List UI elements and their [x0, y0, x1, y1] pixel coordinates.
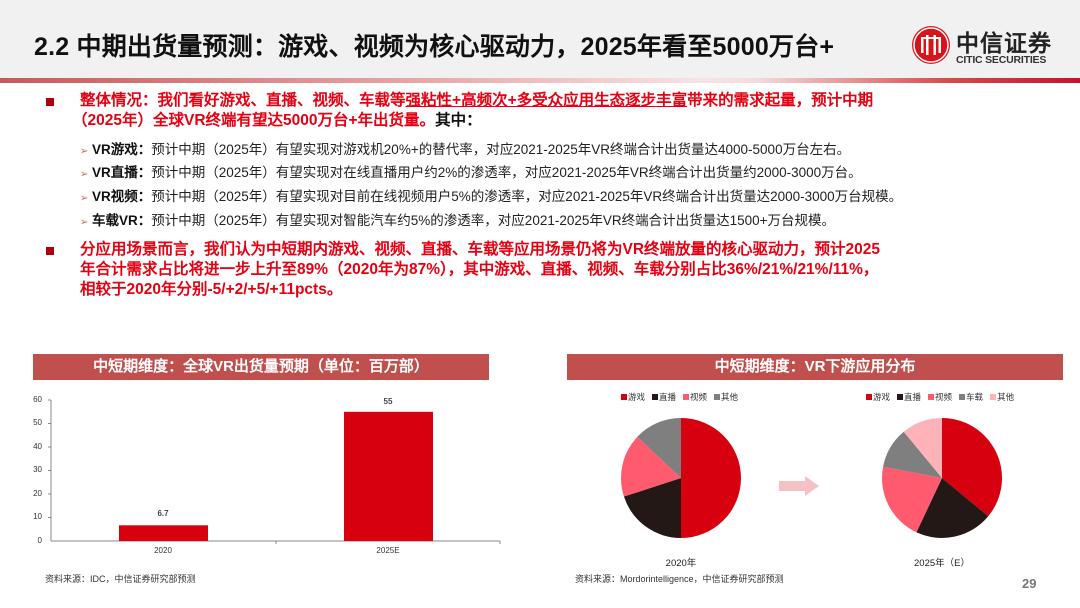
legend-swatch-icon — [683, 394, 690, 400]
citic-logo: 中信证券 CITIC SECURITIES — [912, 24, 1062, 70]
legend-swatch-icon — [866, 394, 872, 400]
legend-swatch-icon — [714, 394, 721, 400]
sub-bullet-label: 车载VR： — [92, 213, 152, 228]
pie-slice-视频 — [621, 436, 681, 497]
citic-logo-icon — [912, 26, 950, 64]
bullet-by-scenario: 分应用场景而言，我们认为中短期内游戏、视频、直播、车载等应用场景仍将为VR终端放… — [80, 240, 1040, 300]
bullet-overall-line1: 整体情况：我们看好游戏、直播、视频、车载等强粘性+高频次+多受众应用生态逐步丰富… — [80, 91, 1040, 111]
bar-chart-title: 中短期维度：全球VR出货量预期（单位：百万部） — [33, 354, 489, 380]
legend-item-video: 视频 — [683, 391, 707, 403]
bullet-text: 带来的需求起量，预计中期 — [687, 92, 874, 109]
pie-slice-直播 — [916, 478, 989, 538]
sub-bullet-text: 预计中期（2025年）有望实现对目前在线视频用户5%的渗透率，对应2021-20… — [151, 189, 903, 204]
pie-slice-视频 — [882, 466, 942, 533]
sub-bullet-vr-game: VR游戏：预计中期（2025年）有望实现对游戏机20%+的替代率，对应2021-… — [92, 141, 850, 159]
y-tick: 40 — [33, 442, 42, 451]
bar-data-label-2020: 6.7 — [157, 509, 169, 518]
pie-slice-车载 — [883, 431, 942, 478]
legend-label: 游戏 — [873, 392, 891, 402]
y-tick: 50 — [33, 418, 42, 427]
sub-bullet-vr-live: VR直播：预计中期（2025年）有望实现对在线直播用户约2%的渗透率，对应202… — [92, 164, 862, 182]
pie-chart-2025 — [882, 418, 1002, 538]
legend-swatch-icon — [990, 394, 997, 400]
legend-item-car: 车载 — [959, 391, 983, 403]
bullet-text: （2025年）全球VR终端有望达5000万台+年出货量。 — [72, 112, 436, 129]
bullet-overall-line2: （2025年）全球VR终端有望达5000万台+年出货量。其中： — [72, 111, 1040, 131]
bullet-text: 整体情况：我们看好游戏、直播、视频、车载等 — [80, 92, 406, 109]
sub-bullet-text: 预计中期（2025年）有望实现对在线直播用户约2%的渗透率，对应2021-202… — [151, 165, 862, 180]
y-tick: 30 — [33, 465, 42, 474]
bullet-scenario-line2: 年合计需求占比将进一步上升至89%（2020年为87%），其中游戏、直播、视频、… — [80, 261, 879, 278]
y-tick: 60 — [33, 395, 42, 404]
legend-item-live: 直播 — [652, 391, 676, 403]
legend-swatch-icon — [897, 394, 904, 400]
pie-slice-其他 — [903, 418, 942, 478]
sub-bullet-car-vr: 车载VR：预计中期（2025年）有望实现对智能汽车约5%的渗透率，对应2021-… — [92, 212, 835, 230]
transition-arrow-icon — [779, 476, 821, 501]
legend-label: 其他 — [997, 392, 1015, 402]
bullet-scenario-line3: 相较于2020年分别-5/+2/+5/+11pcts。 — [80, 281, 343, 298]
pie-slice-直播 — [623, 478, 681, 538]
y-tick: 0 — [37, 536, 42, 545]
bar-2020 — [119, 525, 208, 541]
legend-item-other: 其他 — [990, 391, 1014, 403]
sub-bullet-label: VR游戏： — [92, 142, 152, 157]
pie-2025-legend: 游戏 直播 视频 车载 其他 — [866, 391, 1014, 403]
x-tick-2020: 2020 — [154, 546, 172, 555]
bullet-scenario-line1: 分应用场景而言，我们认为中短期内游戏、视频、直播、车载等应用场景仍将为VR终端放… — [80, 241, 881, 258]
x-tick-2025e: 2025E — [376, 546, 400, 555]
arrow-bullet-icon: ➢ — [80, 146, 89, 157]
page-number: 29 — [1022, 576, 1037, 591]
legend-label: 直播 — [659, 392, 677, 402]
logo-text-en: CITIC SECURITIES — [956, 54, 1047, 66]
sub-bullet-text: 预计中期（2025年）有望实现对游戏机20%+的替代率，对应2021-2025年… — [151, 142, 851, 157]
legend-label: 视频 — [935, 392, 953, 402]
legend-swatch-icon — [928, 394, 935, 400]
legend-label: 直播 — [904, 392, 922, 402]
sub-bullet-label: VR直播： — [92, 165, 152, 180]
legend-label: 车载 — [966, 392, 984, 402]
legend-item-video: 视频 — [928, 391, 952, 403]
pie-chart-source: 资料来源：Mordorintelligence，中信证券研究部预测 — [575, 574, 784, 584]
legend-item-live: 直播 — [897, 391, 921, 403]
sub-bullet-text: 预计中期（2025年）有望实现对智能汽车约5%的渗透率，对应2021-2025年… — [151, 213, 836, 228]
legend-swatch-icon — [621, 394, 627, 400]
y-tick: 10 — [33, 512, 42, 521]
sub-bullet-vr-video: VR视频：预计中期（2025年）有望实现对目前在线视频用户5%的渗透率，对应20… — [92, 188, 902, 206]
arrow-bullet-icon: ➢ — [80, 169, 89, 180]
slide-title: 2.2 中期出货量预测：游戏、视频为核心驱动力，2025年看至5000万台+ — [34, 33, 835, 61]
logo-text-cn: 中信证券 — [956, 30, 1052, 57]
bar-chart-source: 资料来源：IDC，中信证券研究部预测 — [45, 574, 196, 584]
bar-2025e — [344, 411, 433, 541]
legend-item-game: 游戏 — [621, 391, 645, 403]
legend-item-other: 其他 — [714, 391, 738, 403]
pie-2020-legend: 游戏 直播 视频 其他 — [621, 391, 738, 403]
arrow-bullet-icon: ➢ — [80, 217, 89, 228]
legend-label: 视频 — [690, 392, 708, 402]
pie-slice-游戏 — [942, 418, 1002, 517]
pie-2020-caption: 2020年 — [665, 558, 697, 569]
header-divider — [0, 78, 1080, 83]
pie-2025-caption: 2025年（E） — [914, 558, 970, 569]
pie-slice-其他 — [637, 418, 681, 478]
legend-swatch-icon — [959, 394, 966, 400]
legend-item-game: 游戏 — [866, 391, 890, 403]
legend-swatch-icon — [652, 394, 659, 400]
pie-chart-title: 中短期维度：VR下游应用分布 — [567, 354, 1063, 380]
pie-slice-游戏 — [681, 418, 741, 538]
sub-bullet-label: VR视频： — [92, 189, 152, 204]
bullet-square-icon — [46, 247, 54, 255]
legend-label: 其他 — [721, 392, 739, 402]
bar-chart-svg — [48, 399, 501, 544]
bullet-square-icon — [46, 98, 54, 106]
bullet-underlined-text: 强粘性+高频次+多受众应用生态逐步丰富 — [405, 92, 688, 109]
slide-header: 2.2 中期出货量预测：游戏、视频为核心驱动力，2025年看至5000万台+ 中… — [0, 0, 1080, 78]
bullet-overall: 整体情况：我们看好游戏、直播、视频、车载等强粘性+高频次+多受众应用生态逐步丰富… — [72, 91, 1040, 131]
bullet-text: 其中： — [435, 112, 482, 129]
bar-data-label-2025e: 55 — [383, 397, 393, 406]
arrow-bullet-icon: ➢ — [80, 193, 89, 204]
pie-chart-2020 — [621, 418, 741, 538]
y-tick: 20 — [33, 489, 42, 498]
legend-label: 游戏 — [628, 392, 646, 402]
